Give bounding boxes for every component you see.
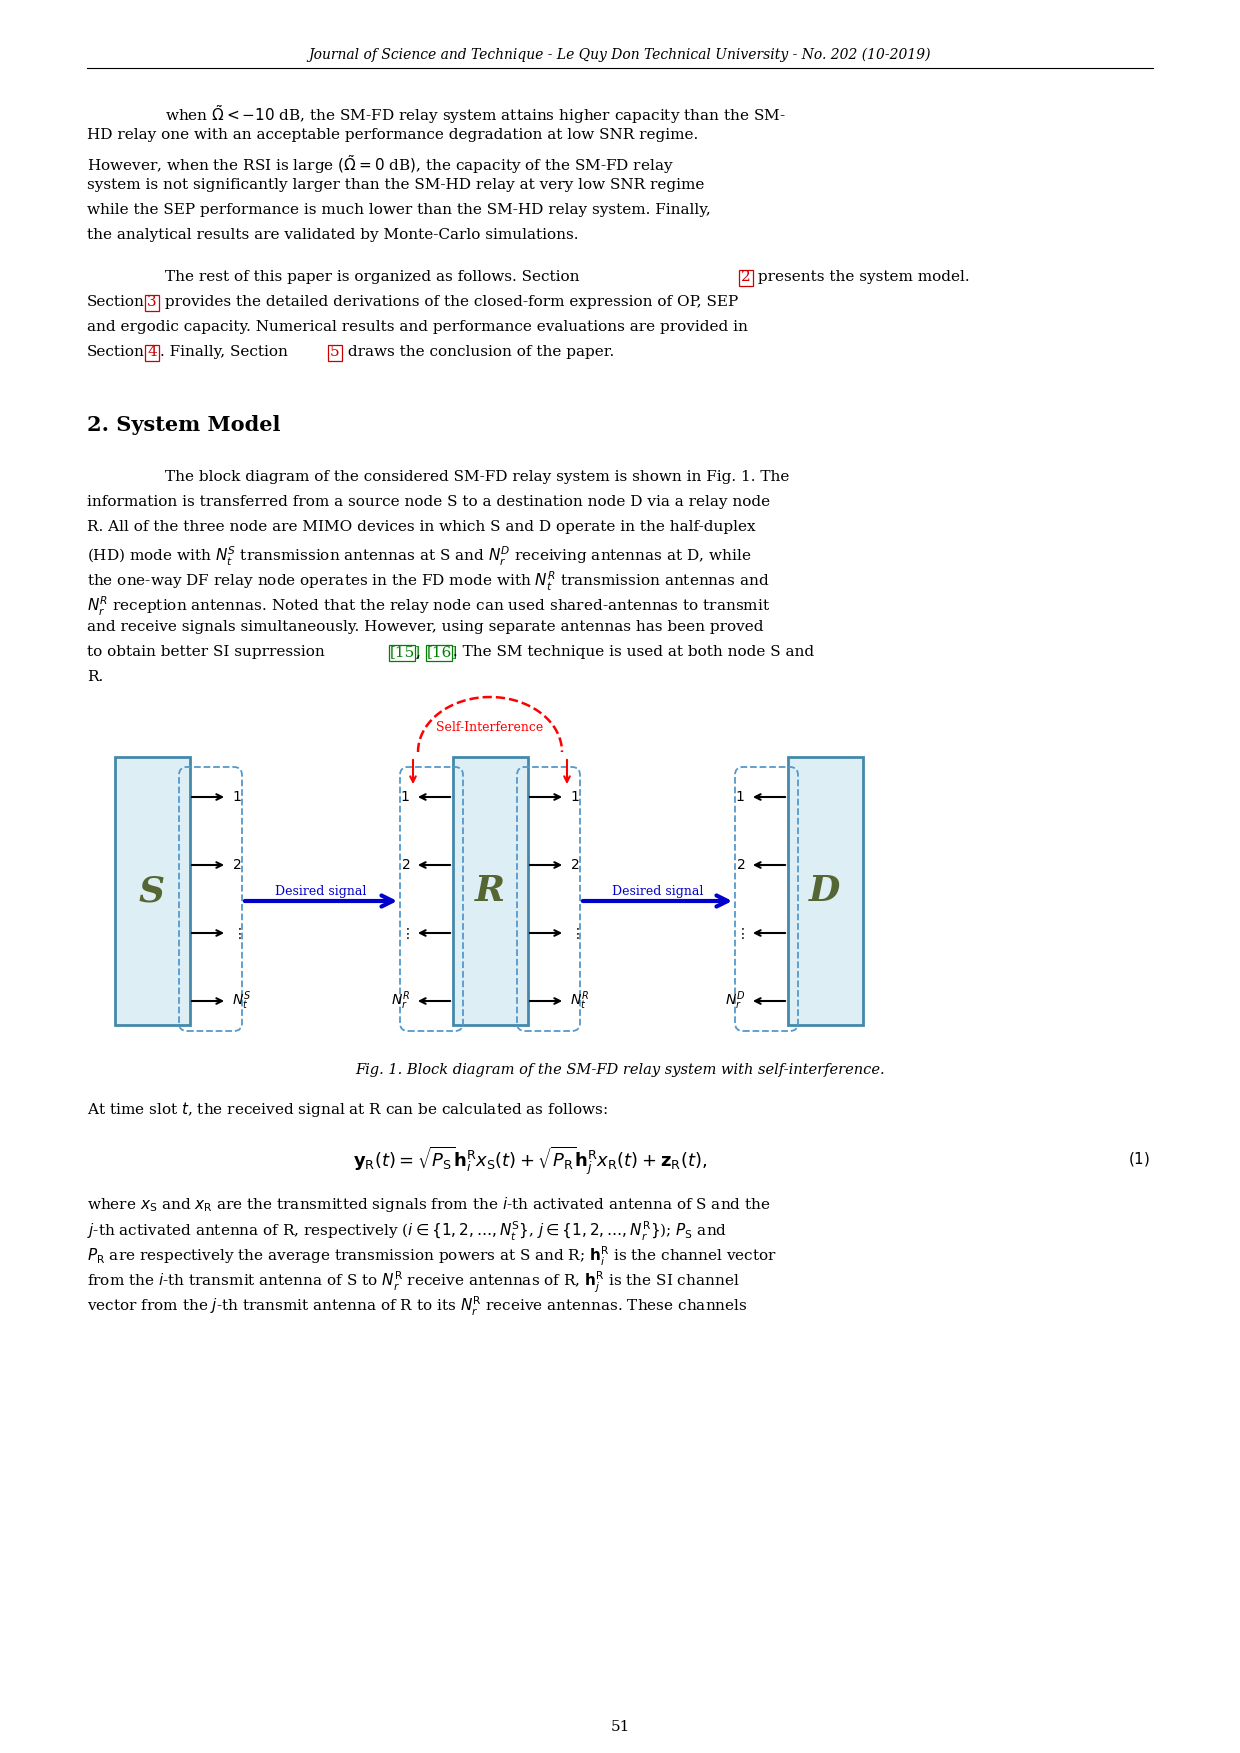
Bar [389,645,415,661]
Text: $j$-th activated antenna of R, respectively ($i \in \{1, 2, \ldots, N_t^\mathrm{: $j$-th activated antenna of R, respectiv… [87,1220,727,1243]
Text: from the $i$-th transmit antenna of S to $N_r^\mathrm{R}$ receive antennas of R,: from the $i$-th transmit antenna of S to… [87,1269,739,1295]
Bar [427,645,453,661]
Text: R. All of the three node are MIMO devices in which S and D operate in the half-d: R. All of the three node are MIMO device… [87,521,755,535]
Text: and receive signals simultaneously. However, using separate antennas has been pr: and receive signals simultaneously. Howe… [87,621,764,635]
Text: presents the system model.: presents the system model. [753,270,970,284]
Text: 2. System Model: 2. System Model [87,415,280,435]
FancyBboxPatch shape [453,757,528,1026]
Text: the one-way DF relay node operates in the FD mode with $N_t^R$ transmission ante: the one-way DF relay node operates in th… [87,570,770,593]
Text: $2$: $2$ [232,857,242,871]
Text: $P_\mathrm{R}$ are respectively the average transmission powers at S and R; $\ma: $P_\mathrm{R}$ are respectively the aver… [87,1245,777,1267]
Text: and ergodic capacity. Numerical results and performance evaluations are provided: and ergodic capacity. Numerical results … [87,321,748,335]
Text: to obtain better SI suprression: to obtain better SI suprression [87,645,330,659]
Text: HD relay one with an acceptable performance degradation at low SNR regime.: HD relay one with an acceptable performa… [87,128,698,142]
Text: draws the conclusion of the paper.: draws the conclusion of the paper. [343,345,614,359]
Text: Desired signal: Desired signal [611,885,703,898]
Text: 5: 5 [330,345,340,359]
Text: $N_t^S$: $N_t^S$ [232,990,252,1011]
Text: $(1)$: $(1)$ [1127,1150,1149,1167]
Text: Self-Interference: Self-Interference [436,720,543,735]
Text: Journal of Science and Technique - Le Quy Don Technical University - No. 202 (10: Journal of Science and Technique - Le Qu… [309,47,931,61]
Text: $2$: $2$ [401,857,410,871]
Text: information is transferred from a source node S to a destination node D via a re: information is transferred from a source… [87,494,770,508]
Text: $N_r^D$: $N_r^D$ [724,990,745,1011]
Text: when $\tilde{\Omega} < -10$ dB, the SM-FD relay system attains higher capacity t: when $\tilde{\Omega} < -10$ dB, the SM-F… [165,103,786,126]
Text: $1$: $1$ [401,791,410,805]
Text: Desired signal: Desired signal [275,885,367,898]
Text: system is not significantly larger than the SM-HD relay at very low SNR regime: system is not significantly larger than … [87,179,704,193]
Text: Section: Section [87,295,145,309]
Text: $2$: $2$ [735,857,745,871]
FancyBboxPatch shape [787,757,863,1026]
Text: Section: Section [87,345,145,359]
Text: R: R [475,875,505,908]
Text: S: S [139,875,165,908]
Text: However, when the RSI is large $(\tilde{\Omega} = 0$ dB$)$, the capacity of the : However, when the RSI is large $(\tilde{… [87,153,673,175]
Text: Fig. 1. Block diagram of the SM-FD relay system with self-interference.: Fig. 1. Block diagram of the SM-FD relay… [355,1062,885,1076]
Text: $\vdots$: $\vdots$ [232,926,242,941]
Bar [329,345,342,361]
Text: $\vdots$: $\vdots$ [570,926,579,941]
Text: $N_r^R$ reception antennas. Noted that the relay node can used shared-antennas t: $N_r^R$ reception antennas. Noted that t… [87,594,770,619]
Text: 51: 51 [610,1720,630,1734]
Text: the analytical results are validated by Monte-Carlo simulations.: the analytical results are validated by … [87,228,579,242]
Text: $1$: $1$ [232,791,242,805]
Text: $2$: $2$ [570,857,579,871]
FancyBboxPatch shape [115,757,190,1026]
Text: . The SM technique is used at both node S and: . The SM technique is used at both node … [453,645,815,659]
Text: [15]: [15] [391,645,422,659]
Text: At time slot $t$, the received signal at R can be calculated as follows:: At time slot $t$, the received signal at… [87,1099,608,1118]
Text: D: D [810,875,841,908]
Text: (HD) mode with $N_t^S$ transmission antennas at S and $N_r^D$ receiving antennas: (HD) mode with $N_t^S$ transmission ante… [87,545,751,568]
Text: [16]: [16] [427,645,459,659]
Text: vector from the $j$-th transmit antenna of R to its $N_r^\mathrm{R}$ receive ant: vector from the $j$-th transmit antenna … [87,1295,748,1318]
Text: $N_t^R$: $N_t^R$ [570,990,589,1011]
Text: $\mathbf{y}_\mathrm{R}(t) = \sqrt{P_\mathrm{S}}\mathbf{h}_i^\mathrm{R} x_\mathrm: $\mathbf{y}_\mathrm{R}(t) = \sqrt{P_\mat… [353,1145,707,1178]
Text: $\vdots$: $\vdots$ [401,926,410,941]
Text: while the SEP performance is much lower than the SM-HD relay system. Finally,: while the SEP performance is much lower … [87,203,711,217]
Text: The block diagram of the considered SM-FD relay system is shown in Fig. 1. The: The block diagram of the considered SM-F… [165,470,790,484]
Text: ,: , [415,645,425,659]
Bar [145,345,159,361]
Text: $1$: $1$ [735,791,745,805]
Text: 3: 3 [148,295,156,309]
Text: $N_r^R$: $N_r^R$ [391,990,410,1011]
Text: $1$: $1$ [570,791,579,805]
Text: . Finally, Section: . Finally, Section [160,345,288,359]
Text: where $x_\mathrm{S}$ and $x_\mathrm{R}$ are the transmitted signals from the $i$: where $x_\mathrm{S}$ and $x_\mathrm{R}$ … [87,1196,771,1215]
Text: 4: 4 [148,345,157,359]
Text: provides the detailed derivations of the closed-form expression of OP, SEP: provides the detailed derivations of the… [160,295,738,309]
Bar [739,270,753,286]
Text: R.: R. [87,670,103,684]
Text: 2: 2 [742,270,751,284]
Text: $\vdots$: $\vdots$ [735,926,745,941]
Bar [145,295,159,310]
Text: The rest of this paper is organized as follows. Section: The rest of this paper is organized as f… [165,270,579,284]
